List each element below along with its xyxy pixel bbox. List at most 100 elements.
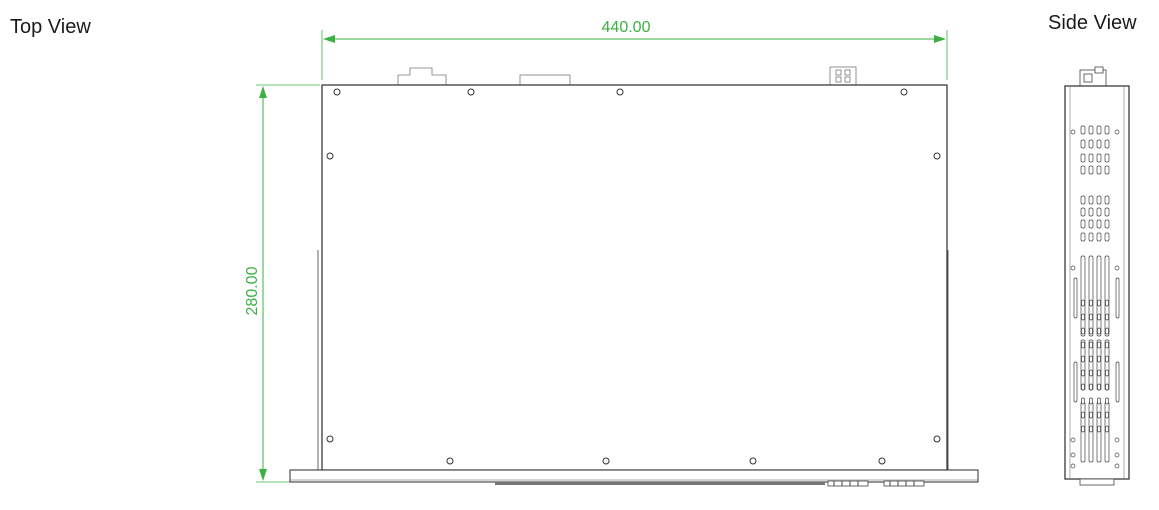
side-view-label: Side View [1048, 12, 1137, 34]
vent-slot [1097, 341, 1101, 349]
vent-slot [1096, 125, 1102, 135]
vent-slot [1104, 125, 1110, 135]
vent-slot [1105, 327, 1109, 335]
vent-slot [1080, 139, 1086, 149]
vent-slot [1104, 153, 1110, 163]
vent-slot [1097, 299, 1101, 307]
side-screw-hole [1070, 463, 1076, 469]
vent-slot [1081, 411, 1085, 419]
side-screw-hole [1070, 129, 1076, 135]
vent-slot [1115, 361, 1120, 403]
side-screw-hole [1070, 437, 1076, 443]
vent-slot [1089, 397, 1093, 405]
vent-slot [1081, 397, 1085, 405]
vent-slot [1089, 411, 1093, 419]
vent-slot [1089, 369, 1093, 377]
chassis-top-outline [321, 84, 948, 471]
vent-slot [1081, 355, 1085, 363]
vent-slot [1088, 139, 1094, 149]
rack-ears [317, 250, 949, 470]
vent-slot [1097, 383, 1101, 391]
vent-slot [1097, 327, 1101, 335]
vent-slot [1080, 165, 1086, 175]
vent-slot [1104, 165, 1110, 175]
vent-slot [1097, 369, 1101, 377]
vent-slot [1105, 397, 1109, 405]
vent-slot [1088, 153, 1094, 163]
vent-slot [1104, 255, 1110, 337]
depth-dimension-text: 280.00 [244, 266, 261, 315]
vent-slot [1089, 425, 1093, 433]
vent-slot [1081, 313, 1085, 321]
vent-slot [1096, 255, 1102, 337]
side-screw-hole [1070, 452, 1076, 458]
vent-slot [1097, 397, 1101, 405]
vent-slot [1080, 219, 1086, 229]
vent-slot [1073, 277, 1078, 319]
vent-slot [1105, 355, 1109, 363]
vent-slot [1096, 139, 1102, 149]
side-screw-hole [1114, 265, 1120, 271]
vent-slot [1088, 219, 1094, 229]
vent-slot [1081, 327, 1085, 335]
vent-slot [1088, 195, 1094, 205]
vent-slot [1096, 219, 1102, 229]
vent-slot [1088, 232, 1094, 242]
vent-slot [1089, 355, 1093, 363]
vent-slot [1096, 165, 1102, 175]
side-vents [1070, 125, 1120, 469]
vent-slot [1089, 313, 1093, 321]
vent-slot [1080, 195, 1086, 205]
vent-slot [1096, 195, 1102, 205]
vent-slot [1088, 255, 1094, 337]
rear-connectors [397, 66, 857, 86]
vent-slot [1104, 232, 1110, 242]
vent-slot [1105, 369, 1109, 377]
side-screw-hole [1114, 463, 1120, 469]
vent-slot [1104, 139, 1110, 149]
vent-slot [1089, 299, 1093, 307]
vent-slot [1080, 125, 1086, 135]
vent-slot [1105, 299, 1109, 307]
vent-slot [1080, 232, 1086, 242]
vent-slot [1115, 277, 1120, 319]
top-view-label: Top View [10, 16, 91, 38]
vent-slot [1096, 232, 1102, 242]
vent-slot [1081, 425, 1085, 433]
width-dimension-text: 440.00 [602, 19, 651, 36]
vent-slot [1088, 207, 1094, 217]
side-front-ports [1079, 478, 1115, 486]
vent-slot [1096, 207, 1102, 217]
vent-slot [1105, 383, 1109, 391]
vent-slot [1096, 153, 1102, 163]
vent-slot [1104, 207, 1110, 217]
top-view-drawing: 440.00 280.00 [244, 19, 979, 487]
vent-slot [1104, 195, 1110, 205]
vent-slot [1105, 425, 1109, 433]
vent-slot [1089, 383, 1093, 391]
vent-slot [1105, 313, 1109, 321]
vent-slot [1105, 341, 1109, 349]
vent-slot [1104, 219, 1110, 229]
front-panel [289, 469, 979, 487]
depth-dimension: 280.00 [244, 84, 320, 483]
vent-slot [1097, 313, 1101, 321]
vent-slot [1097, 355, 1101, 363]
width-dimension: 440.00 [321, 19, 948, 80]
vent-slot [1081, 341, 1085, 349]
vent-slot [1081, 383, 1085, 391]
side-connector [1079, 66, 1107, 87]
vent-slot [1097, 425, 1101, 433]
vent-slot [1089, 327, 1093, 335]
vent-slot [1081, 299, 1085, 307]
side-screw-hole [1114, 452, 1120, 458]
vent-slot [1080, 255, 1086, 337]
side-screw-hole [1070, 265, 1076, 271]
vent-slot [1105, 411, 1109, 419]
vent-slot [1088, 165, 1094, 175]
side-view-drawing [1064, 66, 1130, 486]
vent-slot [1073, 361, 1078, 403]
side-screw-hole [1114, 437, 1120, 443]
vent-slot [1097, 411, 1101, 419]
